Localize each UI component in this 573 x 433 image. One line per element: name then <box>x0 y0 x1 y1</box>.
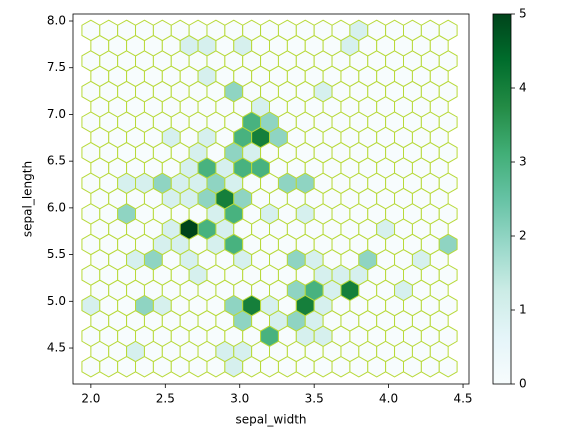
colorbar-tick-label: 4 <box>519 81 527 95</box>
colorbar-tick-label: 1 <box>519 303 527 317</box>
y-tick-label: 8.0 <box>47 14 66 28</box>
plot-frame <box>72 13 470 385</box>
hex-cell <box>242 19 262 42</box>
hex-cell <box>438 19 458 42</box>
y-tick-label: 7.5 <box>47 60 66 74</box>
colorbar-tick-label: 5 <box>519 7 527 21</box>
x-tick-label: 3.5 <box>305 392 324 406</box>
hex-cell <box>135 19 154 42</box>
hex-cell <box>277 19 297 42</box>
colorbar-tick-label: 3 <box>519 155 527 169</box>
x-tick-label: 4.5 <box>453 392 472 406</box>
hex-cell <box>152 19 172 42</box>
hex-cell <box>367 19 387 42</box>
hex-cell <box>331 19 351 42</box>
hex-cell <box>117 19 137 42</box>
hex-layer <box>81 19 458 378</box>
hex-cell <box>403 19 422 42</box>
y-axis-label: sepal_length <box>21 161 35 237</box>
hex-cell <box>420 19 440 42</box>
x-tick-label: 2.5 <box>156 392 175 406</box>
hex-cell <box>385 19 404 42</box>
hex-cell <box>260 19 279 42</box>
y-tick-label: 5.5 <box>47 247 66 261</box>
x-axis-label: sepal_width <box>235 413 306 427</box>
hex-cell <box>224 19 244 42</box>
y-tick-label: 5.0 <box>47 294 66 308</box>
colorbar <box>492 13 512 385</box>
hex-cell <box>295 19 315 42</box>
hex-cell <box>349 19 369 42</box>
y-tick-label: 7.0 <box>47 107 66 121</box>
hex-cell <box>99 19 119 42</box>
y-tick-label: 6.0 <box>47 200 66 214</box>
x-tick-label: 2.0 <box>81 392 100 406</box>
colorbar-tick-label: 0 <box>519 377 527 391</box>
hex-cell <box>206 19 226 42</box>
x-tick-label: 4.0 <box>379 392 398 406</box>
colorbar-tick-label: 2 <box>519 229 527 243</box>
hex-cell <box>313 19 333 42</box>
y-tick-label: 4.5 <box>47 341 66 355</box>
hex-cell <box>170 19 190 42</box>
y-tick-label: 6.5 <box>47 154 66 168</box>
hex-cell <box>81 19 101 42</box>
hex-cell <box>188 19 208 42</box>
x-tick-label: 3.0 <box>230 392 249 406</box>
